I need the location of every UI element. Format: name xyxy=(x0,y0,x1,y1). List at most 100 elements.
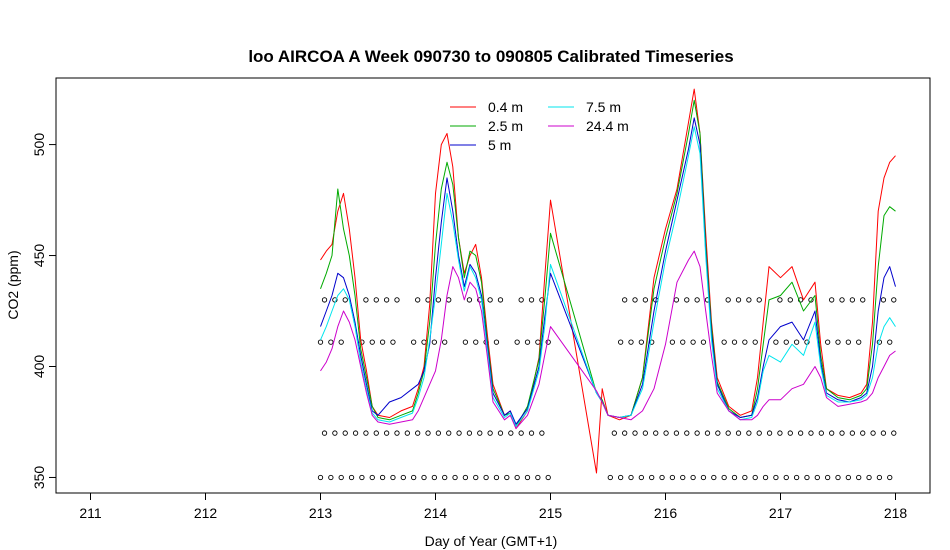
sample-marker xyxy=(383,297,390,303)
sample-marker xyxy=(731,474,738,481)
legend-label: 2.5 m xyxy=(488,118,523,134)
sample-marker xyxy=(694,430,700,436)
sample-marker xyxy=(539,297,545,303)
x-tick-label: 212 xyxy=(194,505,218,521)
sample-marker xyxy=(829,430,835,436)
legend-label: 5 m xyxy=(488,137,511,153)
sample-marker xyxy=(721,474,727,481)
sample-marker xyxy=(818,430,824,436)
sample-marker xyxy=(528,297,535,303)
sample-marker xyxy=(793,474,800,481)
sample-marker xyxy=(835,339,841,345)
sample-marker xyxy=(876,474,883,481)
sample-marker xyxy=(431,339,437,345)
series-line-7-5-m xyxy=(320,126,896,427)
sample-marker xyxy=(649,474,655,481)
sample-marker xyxy=(607,474,613,481)
y-axis: 350 400 450 500 xyxy=(31,133,56,489)
sample-marker xyxy=(690,339,696,345)
sample-marker xyxy=(618,474,624,481)
sample-marker xyxy=(493,339,500,345)
sample-marker xyxy=(797,430,804,436)
sample-marker xyxy=(514,474,520,481)
sample-marker xyxy=(483,474,489,481)
sample-marker xyxy=(442,339,448,345)
sample-marker xyxy=(456,430,462,436)
sample-marker xyxy=(524,474,531,481)
sample-marker xyxy=(856,474,862,481)
y-tick-label: 400 xyxy=(31,355,47,379)
sample-marker xyxy=(860,430,866,436)
sample-marker xyxy=(518,297,524,303)
sample-marker xyxy=(766,430,773,436)
sample-marker xyxy=(715,430,721,436)
sample-marker xyxy=(514,339,520,345)
y-tick-label: 500 xyxy=(31,133,47,157)
sample-marker xyxy=(783,474,789,481)
sample-marker xyxy=(528,430,535,436)
sample-marker xyxy=(756,297,762,303)
series-line-0-4-m xyxy=(320,88,896,474)
sample-marker xyxy=(435,430,442,436)
sample-marker xyxy=(746,297,752,303)
sample-marker xyxy=(825,339,831,345)
sample-marker xyxy=(700,474,707,481)
sample-marker xyxy=(680,339,686,345)
x-tick-label: 218 xyxy=(884,505,908,521)
sample-marker xyxy=(825,474,831,481)
sample-marker xyxy=(783,339,789,345)
sample-marker xyxy=(421,474,427,481)
series-line-24-4-m xyxy=(320,250,896,430)
sample-marker xyxy=(808,430,814,436)
sample-marker xyxy=(731,339,738,345)
sample-marker xyxy=(704,430,711,436)
sample-marker xyxy=(891,430,897,436)
series-line-5-m xyxy=(320,117,896,425)
sample-marker xyxy=(317,474,324,481)
sample-marker xyxy=(700,339,707,345)
sample-markers xyxy=(317,297,897,481)
sample-marker xyxy=(504,474,510,481)
legend: 0.4 m 2.5 m 5 m 7.5 m 24.4 m xyxy=(450,99,629,153)
sample-marker xyxy=(638,339,644,345)
x-tick-label: 216 xyxy=(654,505,678,521)
sample-marker xyxy=(669,339,676,345)
plot-area-border xyxy=(55,77,931,494)
sample-marker xyxy=(891,297,897,303)
sample-marker xyxy=(321,430,328,436)
sample-marker xyxy=(856,339,862,345)
sample-marker xyxy=(752,339,758,345)
sample-marker xyxy=(321,297,328,303)
x-tick-label: 217 xyxy=(769,505,793,521)
sample-marker xyxy=(814,474,820,481)
sample-marker xyxy=(379,339,386,345)
sample-marker xyxy=(642,297,649,303)
x-tick-label: 211 xyxy=(79,505,102,521)
sample-marker xyxy=(839,430,845,436)
sample-marker xyxy=(410,339,417,345)
sample-marker xyxy=(410,474,417,481)
sample-marker xyxy=(860,297,866,303)
sample-marker xyxy=(415,297,421,303)
sample-marker xyxy=(684,430,690,436)
sample-marker xyxy=(373,430,379,436)
sample-marker xyxy=(787,430,793,436)
sample-marker xyxy=(466,297,473,303)
sample-marker xyxy=(690,474,696,481)
y-tick-label: 350 xyxy=(31,466,47,490)
sample-marker xyxy=(673,297,680,303)
sample-marker xyxy=(317,339,324,345)
sample-marker xyxy=(663,430,669,436)
sample-marker xyxy=(849,430,856,436)
sample-marker xyxy=(669,474,676,481)
sample-marker xyxy=(497,430,504,436)
sample-marker xyxy=(880,297,887,303)
sample-marker xyxy=(628,339,634,345)
sample-marker xyxy=(618,339,624,345)
sample-marker xyxy=(839,297,845,303)
sample-marker xyxy=(804,474,810,481)
sample-marker xyxy=(518,430,524,436)
sample-marker xyxy=(539,430,545,436)
chart-title: loo AIRCOA A Week 090730 to 090805 Calib… xyxy=(248,47,733,66)
sample-marker xyxy=(446,430,452,436)
